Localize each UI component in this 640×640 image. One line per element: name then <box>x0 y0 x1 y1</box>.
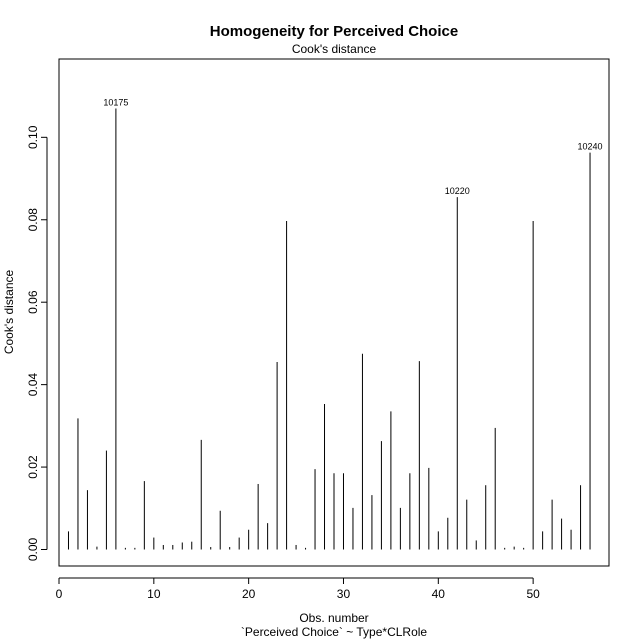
point-label-56: 10240 <box>578 142 603 152</box>
point-label-42: 10220 <box>445 186 470 196</box>
x-axis-model-label: `Perceived Choice` ~ Type*CLRole <box>241 625 428 639</box>
x-tick-label-20: 20 <box>242 587 256 601</box>
bars-group <box>67 108 591 550</box>
y-tick-label-1: 0.02 <box>26 455 40 479</box>
x-axis: 0 10 20 30 40 50 <box>56 577 540 601</box>
y-axis-label: Cook's distance <box>2 270 16 355</box>
y-tick-label-0: 0.00 <box>26 538 40 562</box>
y-axis: 0.00 0.02 0.04 0.06 0.08 0.10 <box>26 125 48 562</box>
x-tick-label-30: 30 <box>337 587 351 601</box>
x-tick-label-40: 40 <box>432 587 446 601</box>
y-tick-label-3: 0.06 <box>26 290 40 314</box>
point-labels-group: 10175 10220 10240 <box>103 97 602 196</box>
x-tick-label-10: 10 <box>147 587 161 601</box>
x-tick-label-0: 0 <box>56 587 63 601</box>
chart-title: Homogeneity for Perceived Choice <box>210 23 458 40</box>
y-tick-label-5: 0.10 <box>26 125 40 149</box>
plot-frame <box>58 58 610 567</box>
y-tick-label-4: 0.08 <box>26 208 40 232</box>
y-tick-label-2: 0.04 <box>26 373 40 397</box>
x-tick-label-50: 50 <box>526 587 540 601</box>
point-label-6: 10175 <box>103 97 128 107</box>
chart-subtitle: Cook's distance <box>292 42 377 56</box>
x-axis-label: Obs. number <box>299 611 368 625</box>
